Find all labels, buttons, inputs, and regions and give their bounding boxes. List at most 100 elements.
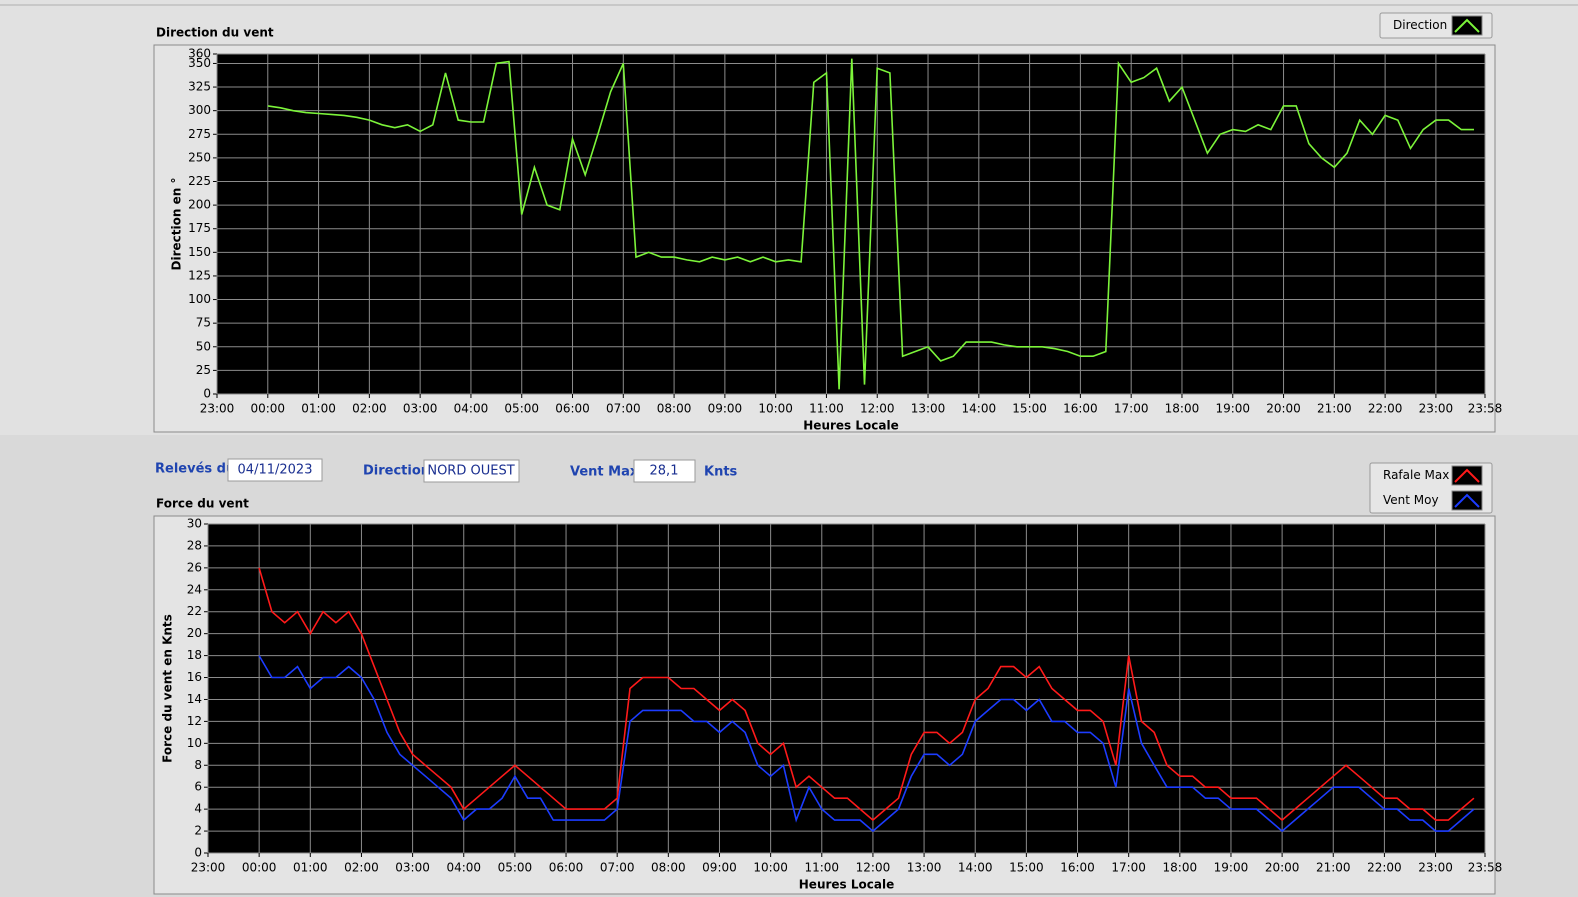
x-tick-label: 16:00: [1060, 861, 1095, 875]
vent-max-value: 28,1: [650, 464, 679, 479]
x-tick-label: 15:00: [1012, 402, 1047, 416]
x-tick-label: 09:00: [708, 402, 743, 416]
legend-line: [1454, 468, 1480, 483]
x-tick-label: 20:00: [1266, 402, 1301, 416]
x-tick-label: 14:00: [958, 861, 993, 875]
data-line: [267, 58, 1474, 390]
y-tick-label: 2: [194, 824, 202, 838]
x-tick-label: 00:00: [250, 402, 285, 416]
y-tick-label: 75: [196, 316, 211, 330]
x-tick-label: 19:00: [1214, 861, 1249, 875]
y-tick-label: 24: [187, 582, 202, 596]
x-axis-label: Heures Locale: [803, 419, 898, 433]
x-tick-label: 04:00: [454, 402, 489, 416]
y-tick-label: 360: [188, 47, 211, 61]
x-tick-label: 02:00: [344, 861, 379, 875]
x-tick-label: 00:00: [242, 861, 277, 875]
x-tick-label: 22:00: [1367, 861, 1402, 875]
x-tick-label: 21:00: [1316, 861, 1351, 875]
data-line: [258, 655, 1475, 833]
y-tick-label: 0: [194, 846, 202, 860]
x-tick-label: 21:00: [1317, 402, 1352, 416]
y-tick-label: 8: [194, 758, 202, 772]
y-tick-label: 14: [187, 692, 202, 706]
x-tick-label: 23:00: [200, 402, 235, 416]
legend-line: [1454, 493, 1480, 508]
x-tick-label: 01:00: [293, 861, 328, 875]
x-tick-label: 17:00: [1114, 402, 1149, 416]
y-tick-label: 275: [188, 127, 211, 141]
date-value: 04/11/2023: [238, 463, 313, 478]
direction-value: NORD OUEST: [427, 464, 514, 479]
x-tick-label: 13:00: [907, 861, 942, 875]
y-tick-label: 125: [188, 268, 211, 282]
y-tick-label: 28: [187, 538, 202, 552]
x-tick-label: 08:00: [657, 402, 692, 416]
x-tick-label: 23:00: [1418, 861, 1453, 875]
x-tick-label: 20:00: [1265, 861, 1300, 875]
y-tick-label: 50: [196, 339, 211, 353]
x-tick-label: 03:00: [403, 402, 438, 416]
y-tick-label: 325: [188, 80, 211, 94]
date-label: Relevés du: [155, 462, 235, 477]
y-tick-label: 225: [188, 174, 211, 188]
legend-label: Rafale Max: [1383, 468, 1449, 482]
legend-swatch: [1451, 15, 1483, 36]
vent-max-field[interactable]: [633, 459, 696, 483]
x-tick-label: 03:00: [395, 861, 430, 875]
y-tick-label: 6: [194, 780, 202, 794]
y-tick-label: 18: [187, 648, 202, 662]
y-tick-label: 175: [188, 221, 211, 235]
x-tick-label: 05:00: [498, 861, 533, 875]
legend-line: [1454, 18, 1480, 33]
legend-swatch: [1451, 465, 1483, 486]
y-tick-label: 4: [194, 802, 202, 816]
x-tick-label: 07:00: [606, 402, 641, 416]
x-tick-label: 15:00: [1009, 861, 1044, 875]
x-tick-label: 12:00: [856, 861, 891, 875]
x-tick-label: 19:00: [1215, 402, 1250, 416]
y-tick-label: 350: [188, 56, 211, 70]
x-tick-label: 08:00: [651, 861, 686, 875]
chart-title: Force du vent: [156, 497, 249, 511]
legend-label: Vent Moy: [1383, 493, 1439, 507]
y-tick-label: 20: [187, 626, 202, 640]
y-tick-label: 26: [187, 560, 202, 574]
vent-max-label: Vent Max: [570, 465, 639, 480]
x-tick-label: 23:00: [1419, 402, 1454, 416]
y-axis-label: Force du vent en Knts: [161, 614, 175, 763]
x-tick-label: 18:00: [1163, 861, 1198, 875]
date-field[interactable]: [227, 458, 323, 482]
direction-field[interactable]: [423, 459, 520, 483]
x-tick-label: 13:00: [911, 402, 946, 416]
x-tick-label: 23:00: [191, 861, 226, 875]
y-axis-label: Direction en °: [170, 178, 184, 271]
x-tick-label: 02:00: [352, 402, 387, 416]
y-tick-label: 150: [188, 245, 211, 259]
x-tick-label: 01:00: [301, 402, 336, 416]
y-tick-label: 12: [187, 714, 202, 728]
x-tick-label: 23:58: [1468, 861, 1503, 875]
y-tick-label: 250: [188, 150, 211, 164]
x-tick-label: 10:00: [753, 861, 788, 875]
direction-label: Direction: [363, 464, 430, 479]
y-tick-label: 22: [187, 604, 202, 618]
legend-label: Direction: [1393, 18, 1447, 32]
x-tick-label: 12:00: [860, 402, 895, 416]
chart-title: Direction du vent: [156, 26, 274, 40]
x-tick-label: 04:00: [446, 861, 481, 875]
x-tick-label: 10:00: [758, 402, 793, 416]
x-tick-label: 17:00: [1111, 861, 1146, 875]
y-tick-label: 30: [187, 517, 202, 531]
x-tick-label: 07:00: [600, 861, 635, 875]
plot-area: [217, 54, 1485, 394]
x-tick-label: 14:00: [962, 402, 997, 416]
y-tick-label: 25: [196, 363, 211, 377]
x-tick-label: 18:00: [1165, 402, 1200, 416]
y-tick-label: 0: [203, 387, 211, 401]
x-tick-label: 16:00: [1063, 402, 1098, 416]
x-tick-label: 23:58: [1468, 402, 1503, 416]
y-tick-label: 100: [188, 292, 211, 306]
